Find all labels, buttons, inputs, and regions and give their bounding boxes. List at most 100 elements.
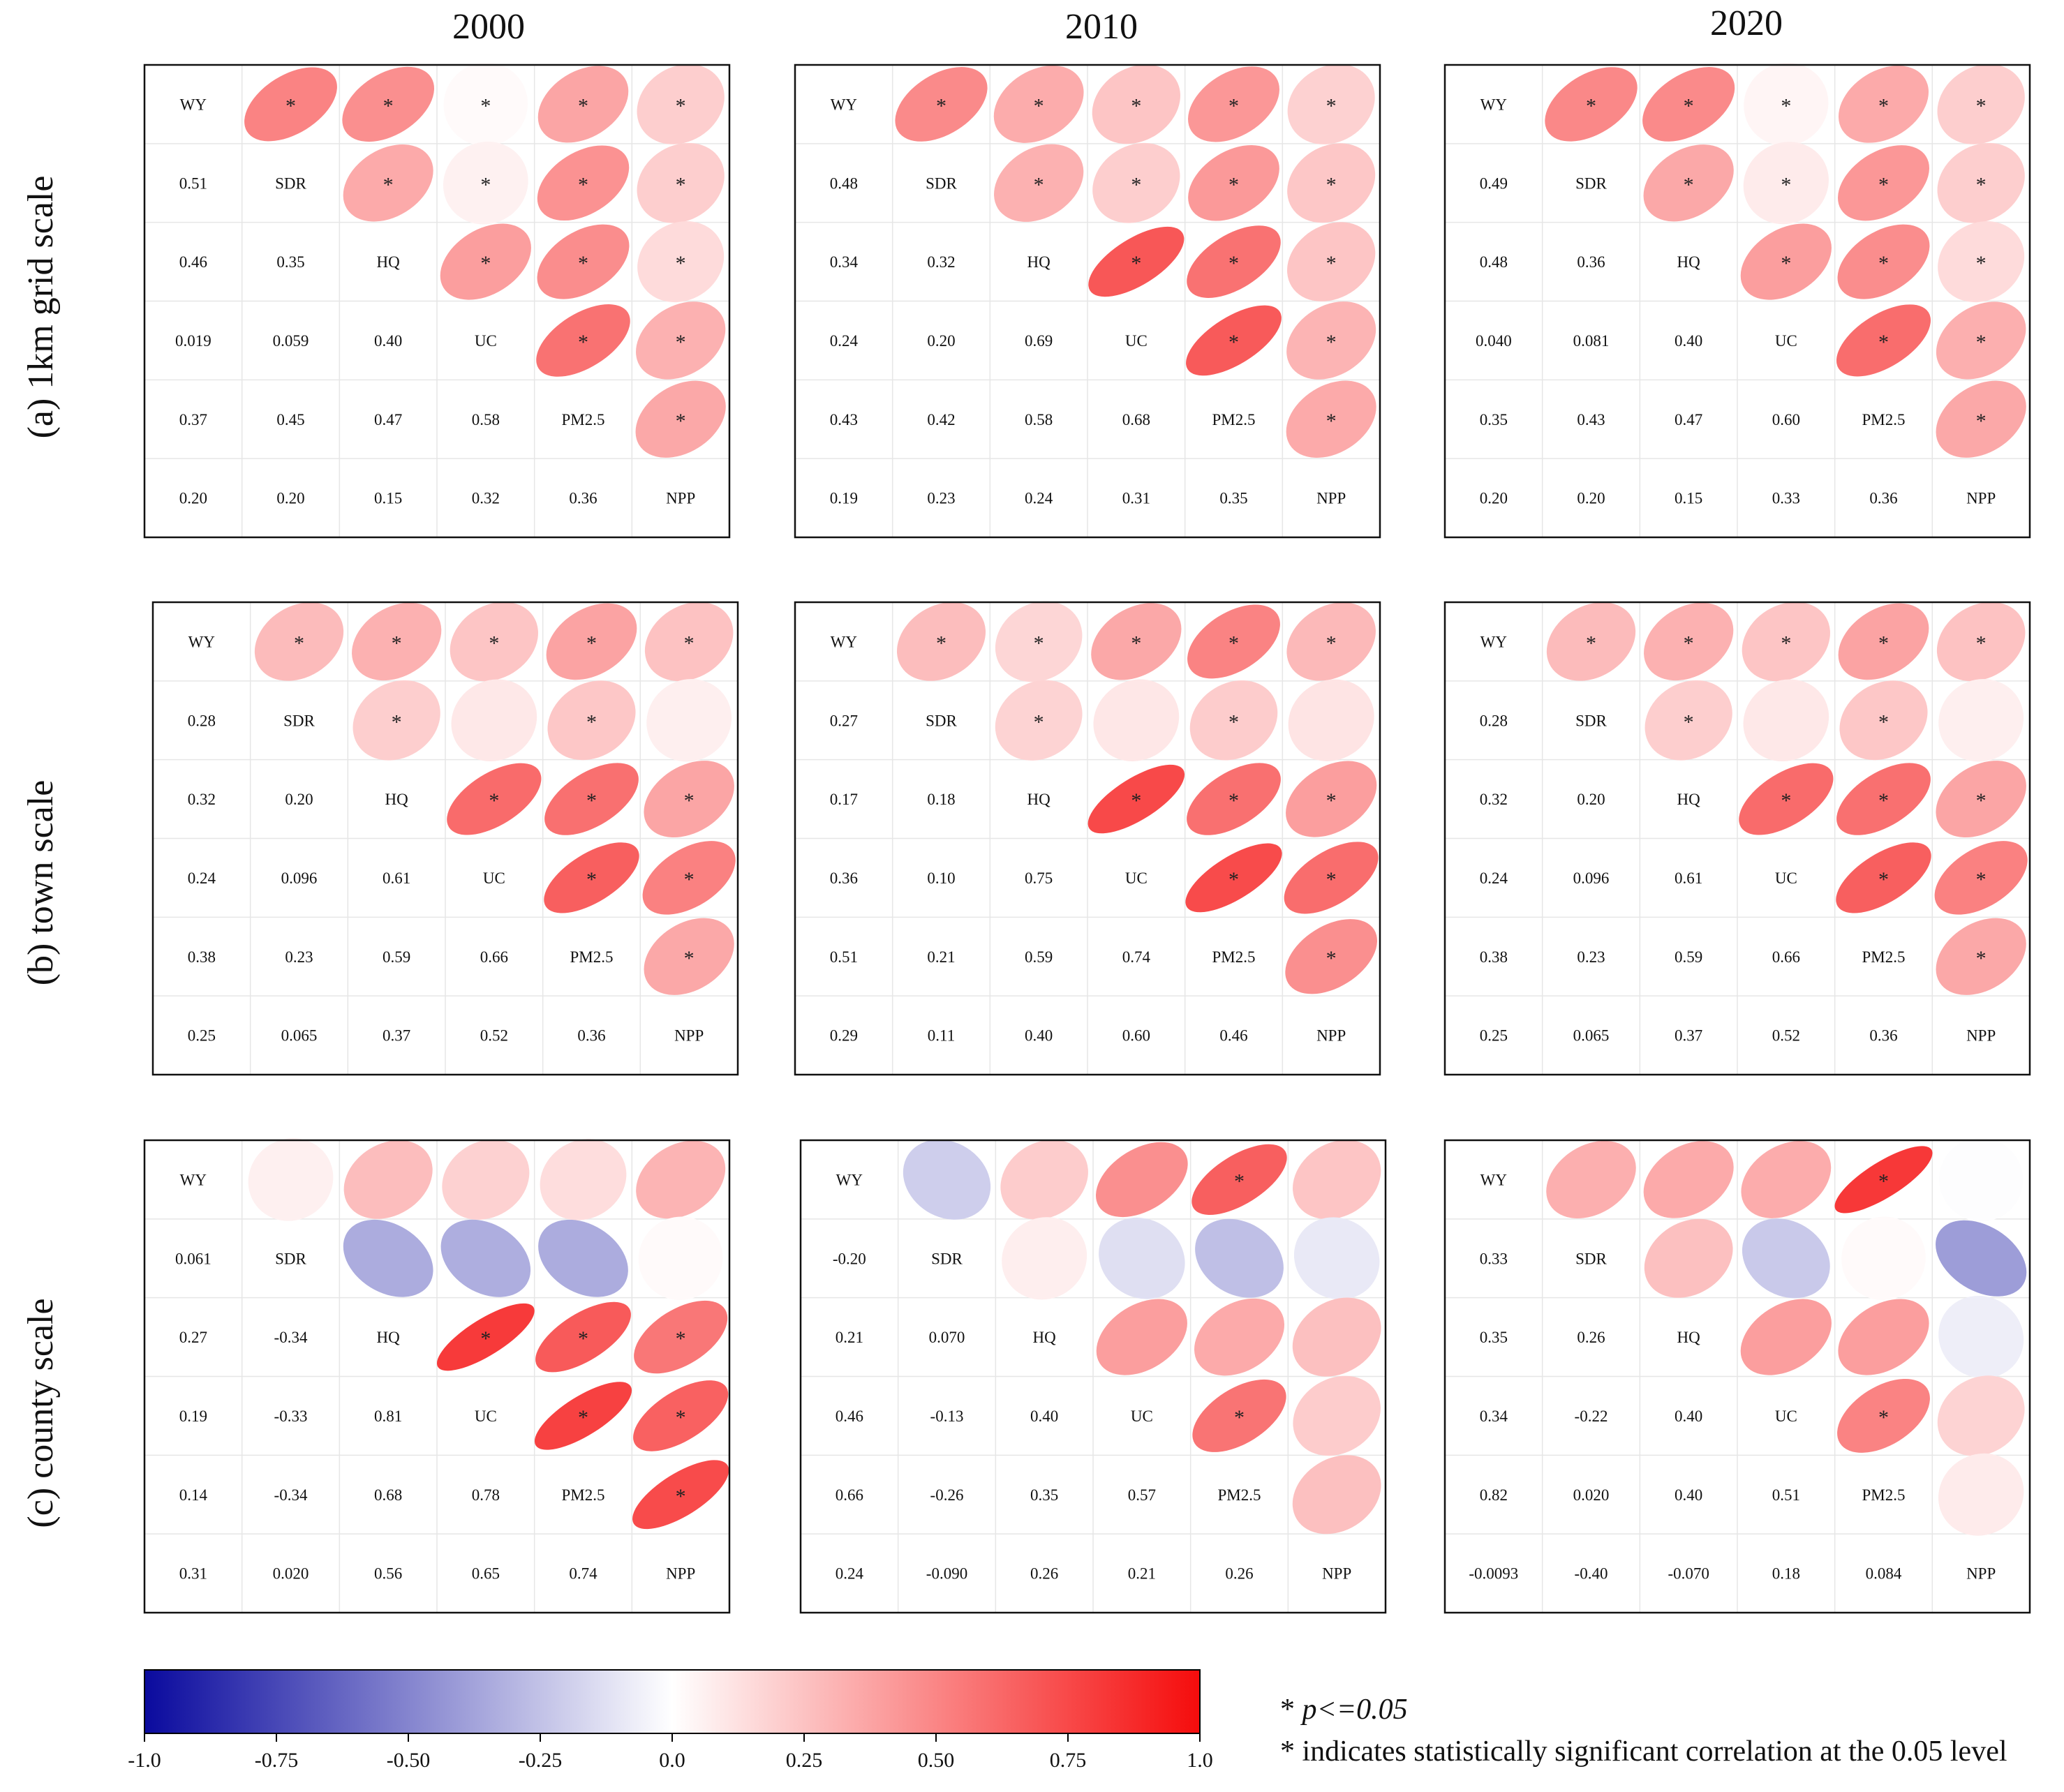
colorbar-tick-label: -1.0	[128, 1749, 161, 1772]
variable-label: HQ	[377, 253, 401, 271]
corr-ellipse	[1836, 763, 1931, 835]
variable-label: NPP	[1966, 1565, 1996, 1583]
variable-label: HQ	[1677, 253, 1701, 271]
corr-value-label: 0.43	[830, 411, 858, 428]
variable-label: WY	[836, 1171, 863, 1188]
corr-value-label: 0.34	[1480, 1408, 1508, 1425]
significance-star: *	[1228, 252, 1239, 275]
corr-value-label: 0.24	[830, 332, 859, 350]
corr-ellipse	[447, 763, 542, 835]
significance-star: *	[294, 632, 304, 655]
variable-label: UC	[1125, 869, 1148, 887]
corr-value-label: 0.68	[374, 1486, 402, 1504]
corr-value-label: 0.065	[281, 1027, 318, 1045]
corr-ellipse	[537, 66, 629, 143]
corr-value-label: 0.31	[1122, 490, 1150, 507]
corr-ellipse	[1936, 301, 2026, 380]
correlation-panels: WY SDR HQ UC PM2.5 NPP 0.51 0.46 0.35 0.019 0.059 0…	[143, 62, 2031, 1614]
significance-star: *	[1131, 789, 1141, 812]
significance-star: *	[1228, 710, 1239, 733]
corr-ellipse	[1187, 225, 1281, 298]
corr-ellipse	[534, 1382, 632, 1450]
corr-value-label: 0.47	[374, 411, 402, 428]
corr-value-label: 0.15	[1675, 490, 1702, 507]
corr-value-label: 0.35	[276, 253, 304, 271]
corr-value-label: 0.20	[1480, 490, 1508, 507]
corr-ellipse	[440, 223, 531, 300]
corr-value-label: 0.51	[1772, 1486, 1800, 1504]
panel-frame	[794, 601, 1381, 1076]
corr-panel: WY SDR HQ UC PM2.5 NPP -0.20 0.21 0.070 0.46 -0.13…	[799, 1139, 1387, 1614]
significance-star: *	[1878, 1170, 1889, 1193]
corr-value-label: 0.36	[830, 869, 858, 887]
corr-value-label: 0.20	[1577, 791, 1605, 808]
corr-value-label: 0.60	[1772, 411, 1800, 428]
significance-star: *	[1586, 94, 1596, 117]
corr-value-label: 0.40	[1675, 1408, 1702, 1425]
corr-ellipse	[537, 224, 630, 299]
corr-value-label: 0.23	[285, 948, 313, 966]
variable-label: WY	[831, 96, 858, 113]
panel-frame	[799, 1139, 1387, 1614]
corr-ellipse	[540, 1139, 627, 1220]
corr-ellipse	[1644, 602, 1734, 681]
significance-star: *	[1034, 710, 1044, 733]
corr-ellipse	[1088, 226, 1185, 297]
corr-ellipse	[995, 680, 1083, 761]
corr-value-label: -0.13	[930, 1408, 964, 1425]
corr-value-label: 0.81	[374, 1408, 402, 1425]
corr-value-label: 0.19	[179, 1408, 207, 1425]
significance-star: *	[676, 1406, 686, 1429]
corr-ellipse	[1643, 144, 1734, 222]
corr-ellipse	[450, 602, 538, 682]
panel-frame	[1443, 601, 2031, 1076]
corr-value-label: 0.65	[472, 1565, 500, 1583]
variable-label: WY	[180, 96, 207, 113]
corr-value-label: 0.40	[1030, 1408, 1058, 1425]
corr-ellipse	[1292, 1455, 1381, 1535]
corr-ellipse	[1194, 1298, 1284, 1376]
corr-ellipse	[1187, 604, 1280, 679]
corr-ellipse	[1187, 763, 1281, 835]
corr-value-label: 0.10	[927, 869, 955, 887]
corr-ellipse	[1841, 1216, 1926, 1301]
significance-star: *	[1878, 252, 1889, 275]
panel-frame	[143, 64, 731, 539]
corr-ellipse	[535, 1301, 631, 1373]
significance-star: *	[676, 331, 686, 354]
corr-ellipse	[1087, 764, 1185, 834]
variable-label: SDR	[1575, 174, 1607, 192]
corr-value-label: 0.059	[273, 332, 309, 350]
corr-ellipse	[1834, 1146, 1933, 1214]
corr-ellipse	[1286, 301, 1376, 380]
corr-ellipse	[1643, 1141, 1734, 1218]
corr-value-label: 0.32	[188, 791, 216, 808]
corr-value-label: 0.61	[383, 869, 410, 887]
corr-value-label: 0.57	[1128, 1486, 1156, 1504]
corr-value-label: 0.19	[830, 490, 858, 507]
corr-ellipse	[1293, 1217, 1380, 1300]
corr-value-label: 0.42	[927, 411, 955, 428]
corr-ellipse	[638, 1216, 723, 1301]
significance-star: *	[578, 252, 588, 275]
corr-ellipse	[1546, 1140, 1636, 1218]
corr-value-label: 0.23	[927, 490, 955, 507]
corr-value-label: 0.47	[1675, 411, 1702, 428]
corr-value-label: -0.20	[833, 1250, 866, 1267]
variable-label: NPP	[1966, 1027, 1996, 1045]
corr-ellipse	[1285, 919, 1378, 994]
corr-value-label: 0.25	[188, 1027, 216, 1045]
corr-ellipse	[1099, 1217, 1185, 1299]
significance-star: *	[1228, 94, 1239, 117]
corr-ellipse	[1288, 679, 1374, 761]
significance-star: *	[1131, 252, 1141, 275]
variable-label: PM2.5	[1218, 1486, 1261, 1504]
variable-label: SDR	[275, 1250, 306, 1267]
corr-value-label: 0.17	[830, 791, 858, 808]
corr-value-label: 0.27	[830, 712, 858, 729]
corr-ellipse	[1092, 142, 1180, 223]
corr-ellipse	[1742, 1218, 1830, 1299]
significance-star: *	[1976, 331, 1987, 354]
corr-panel: WY SDR HQ UC PM2.5 NPP 0.28 0.32 0.20 0.24 0.096 0.…	[1443, 601, 2031, 1076]
corr-value-label: 0.58	[472, 411, 500, 428]
